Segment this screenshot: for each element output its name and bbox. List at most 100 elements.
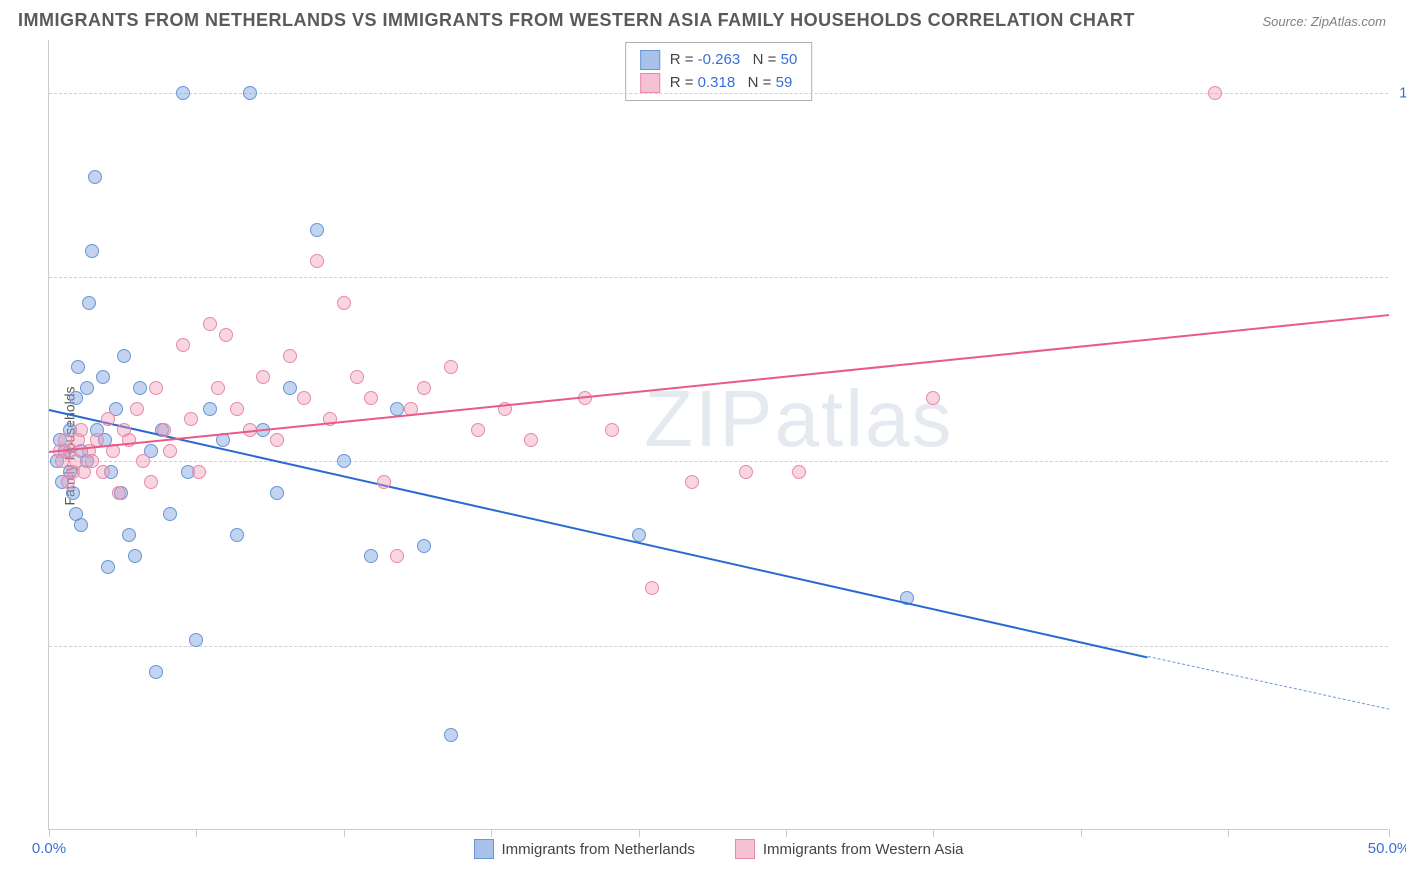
data-point bbox=[524, 433, 538, 447]
series-legend: Immigrants from Netherlands Immigrants fr… bbox=[473, 839, 963, 859]
legend-swatch bbox=[640, 50, 660, 70]
legend-row: R = -0.263 N = 50 bbox=[640, 49, 798, 72]
gridline bbox=[49, 461, 1388, 462]
data-point bbox=[203, 317, 217, 331]
data-point bbox=[219, 328, 233, 342]
data-point bbox=[417, 381, 431, 395]
legend-swatch bbox=[735, 839, 755, 859]
data-point bbox=[337, 454, 351, 468]
data-point bbox=[149, 381, 163, 395]
data-point bbox=[1208, 86, 1222, 100]
data-point bbox=[136, 454, 150, 468]
data-point bbox=[189, 633, 203, 647]
series-name: Immigrants from Netherlands bbox=[501, 841, 694, 858]
data-point bbox=[96, 465, 110, 479]
data-point bbox=[297, 391, 311, 405]
data-point bbox=[176, 338, 190, 352]
data-point bbox=[130, 402, 144, 416]
data-point bbox=[390, 402, 404, 416]
data-point bbox=[96, 370, 110, 384]
data-point bbox=[230, 528, 244, 542]
source-name: ZipAtlas.com bbox=[1311, 14, 1386, 29]
data-point bbox=[128, 549, 142, 563]
data-point bbox=[144, 475, 158, 489]
legend-stat: R = -0.263 N = 50 bbox=[670, 49, 798, 72]
data-point bbox=[133, 381, 147, 395]
gridline bbox=[49, 646, 1388, 647]
data-point bbox=[926, 391, 940, 405]
x-tick bbox=[1081, 829, 1082, 837]
x-tick bbox=[344, 829, 345, 837]
data-point bbox=[685, 475, 699, 489]
data-point bbox=[163, 507, 177, 521]
data-point bbox=[203, 402, 217, 416]
data-point bbox=[163, 444, 177, 458]
data-point bbox=[85, 244, 99, 258]
y-tick-label: 82.5% bbox=[1395, 269, 1406, 286]
series-name: Immigrants from Western Asia bbox=[763, 841, 964, 858]
x-tick bbox=[1389, 829, 1390, 837]
x-tick bbox=[49, 829, 50, 837]
plot-area: ZIPatlas R = -0.263 N = 50R = 0.318 N = … bbox=[48, 40, 1388, 830]
data-point bbox=[310, 254, 324, 268]
data-point bbox=[283, 381, 297, 395]
source-prefix: Source: bbox=[1262, 14, 1310, 29]
data-point bbox=[69, 391, 83, 405]
data-point bbox=[310, 223, 324, 237]
series-legend-item: Immigrants from Netherlands bbox=[473, 839, 694, 859]
y-tick-label: 65.0% bbox=[1395, 453, 1406, 470]
legend-swatch bbox=[473, 839, 493, 859]
x-tick bbox=[491, 829, 492, 837]
x-tick bbox=[933, 829, 934, 837]
data-point bbox=[80, 381, 94, 395]
legend-row: R = 0.318 N = 59 bbox=[640, 72, 798, 95]
data-point bbox=[243, 86, 257, 100]
x-tick-label: 50.0% bbox=[1368, 840, 1406, 857]
data-point bbox=[364, 549, 378, 563]
trend-line bbox=[49, 314, 1389, 453]
data-point bbox=[82, 296, 96, 310]
data-point bbox=[270, 486, 284, 500]
data-point bbox=[645, 581, 659, 595]
data-point bbox=[88, 170, 102, 184]
legend-stat: R = 0.318 N = 59 bbox=[670, 72, 793, 95]
source-attribution: Source: ZipAtlas.com bbox=[1262, 14, 1386, 29]
x-tick bbox=[196, 829, 197, 837]
data-point bbox=[74, 518, 88, 532]
data-point bbox=[211, 381, 225, 395]
data-point bbox=[117, 349, 131, 363]
data-point bbox=[256, 370, 270, 384]
data-point bbox=[192, 465, 206, 479]
x-tick-label: 0.0% bbox=[32, 840, 66, 857]
data-point bbox=[792, 465, 806, 479]
data-point bbox=[444, 728, 458, 742]
data-point bbox=[157, 423, 171, 437]
series-legend-item: Immigrants from Western Asia bbox=[735, 839, 964, 859]
x-tick bbox=[786, 829, 787, 837]
data-point bbox=[337, 296, 351, 310]
x-tick bbox=[639, 829, 640, 837]
data-point bbox=[184, 412, 198, 426]
trend-line bbox=[1148, 656, 1389, 710]
data-point bbox=[417, 539, 431, 553]
legend-swatch bbox=[640, 73, 660, 93]
data-point bbox=[739, 465, 753, 479]
data-point bbox=[377, 475, 391, 489]
data-point bbox=[471, 423, 485, 437]
data-point bbox=[101, 412, 115, 426]
data-point bbox=[230, 402, 244, 416]
data-point bbox=[283, 349, 297, 363]
data-point bbox=[350, 370, 364, 384]
data-point bbox=[74, 423, 88, 437]
data-point bbox=[71, 360, 85, 374]
data-point bbox=[444, 360, 458, 374]
data-point bbox=[270, 433, 284, 447]
data-point bbox=[390, 549, 404, 563]
gridline bbox=[49, 277, 1388, 278]
data-point bbox=[122, 528, 136, 542]
data-point bbox=[364, 391, 378, 405]
y-tick-label: 47.5% bbox=[1395, 637, 1406, 654]
x-tick bbox=[1228, 829, 1229, 837]
y-tick-label: 100.0% bbox=[1395, 84, 1406, 101]
data-point bbox=[176, 86, 190, 100]
